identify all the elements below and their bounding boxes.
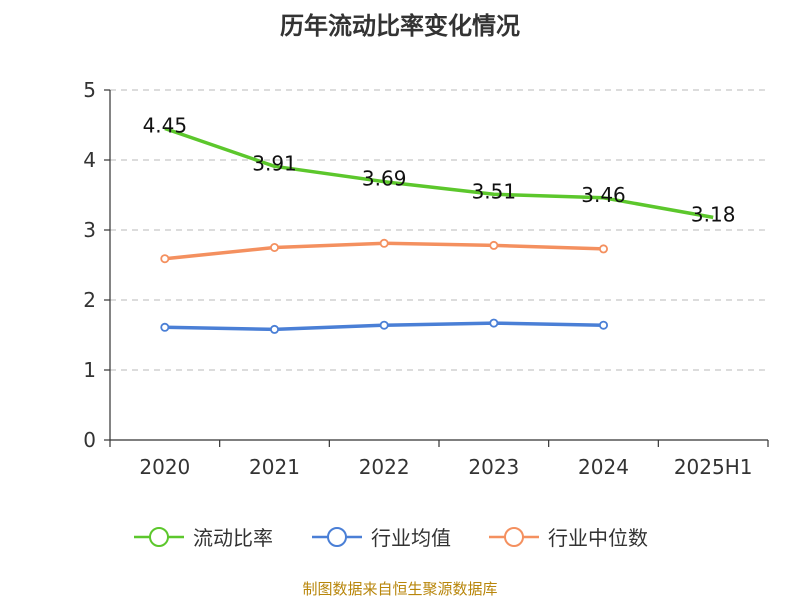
- legend-swatch-marker: [504, 527, 524, 547]
- legend-item-0[interactable]: 流动比率: [134, 526, 273, 550]
- data-label: 3.51: [472, 179, 517, 203]
- y-tick-label: 3: [83, 218, 96, 242]
- legend[interactable]: 流动比率 行业均值 行业中位数: [134, 526, 648, 550]
- x-tick-label: 2023: [468, 455, 519, 479]
- data-point: [269, 324, 279, 334]
- data-point: [379, 238, 389, 248]
- x-tick-label: 2025H1: [674, 455, 753, 479]
- series-0: 4.45 3.91 3.69 3.51 3.46 3.18: [143, 114, 736, 227]
- y-tick-label: 1: [83, 358, 96, 382]
- legend-label: 流动比率: [193, 526, 273, 550]
- data-label: 3.91: [252, 151, 297, 175]
- data-point: [489, 240, 499, 250]
- data-label: 3.46: [581, 183, 626, 207]
- y-tick-label: 2: [83, 288, 96, 312]
- data-point: [160, 322, 170, 332]
- source-note: 制图数据来自恒生聚源数据库: [302, 580, 497, 598]
- legend-label: 行业均值: [371, 526, 451, 550]
- data-point: [599, 320, 609, 330]
- series-line-0: [164, 126, 714, 220]
- data-point: [489, 318, 499, 328]
- data-point: [379, 320, 389, 330]
- legend-item-1[interactable]: 行业均值: [312, 526, 451, 550]
- chart-title: 历年流动比率变化情况: [280, 12, 520, 40]
- x-tick-label: 2022: [359, 455, 410, 479]
- legend-swatch-marker: [327, 527, 347, 547]
- legend-label: 行业中位数: [548, 526, 648, 550]
- data-label: 3.69: [362, 167, 407, 191]
- legend-swatch-marker: [149, 527, 169, 547]
- series-layer: 4.45 3.91 3.69 3.51 3.46 3.18: [143, 114, 736, 334]
- y-tick-label: 5: [83, 78, 96, 102]
- data-label: 3.18: [691, 202, 736, 226]
- y-tick-label: 0: [83, 428, 96, 452]
- data-label: 4.45: [143, 114, 188, 138]
- series-2: [160, 238, 609, 264]
- axes: 0 1 2 3 4 5 2020 2021 2022 2023 2024 2025H1: [83, 78, 769, 479]
- data-point: [160, 254, 170, 264]
- legend-item-2[interactable]: 行业中位数: [489, 526, 648, 550]
- y-tick-label: 4: [83, 148, 96, 172]
- data-point: [269, 242, 279, 252]
- series-1: [160, 318, 609, 334]
- x-tick-label: 2021: [249, 455, 300, 479]
- x-tick-label: 2020: [139, 455, 190, 479]
- data-point: [599, 244, 609, 254]
- x-tick-label: 2024: [578, 455, 629, 479]
